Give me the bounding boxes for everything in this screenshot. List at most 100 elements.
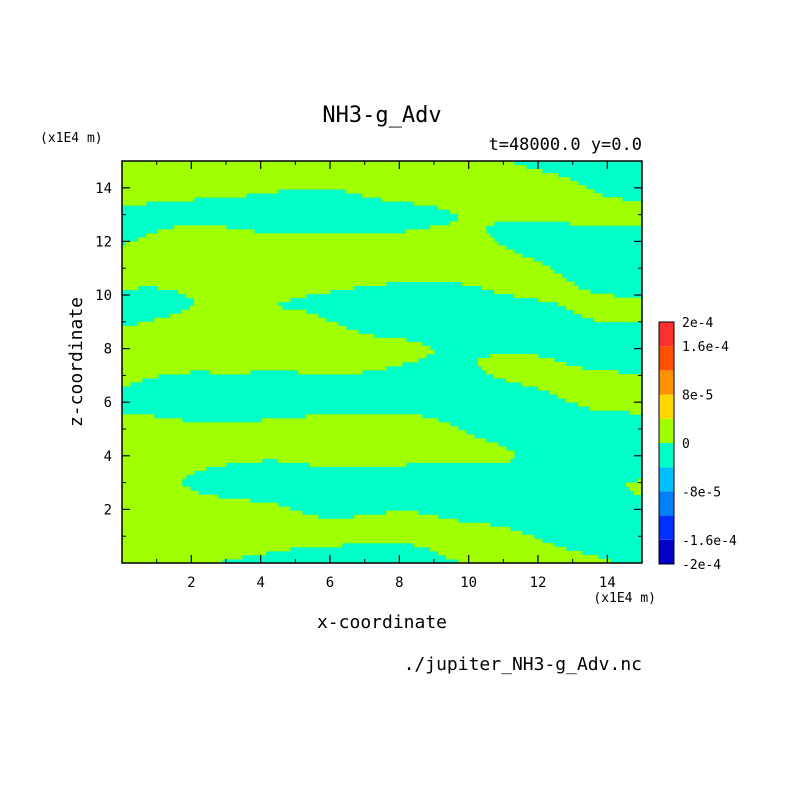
field-cell (122, 430, 467, 435)
field-cell (170, 313, 319, 319)
field-cell (538, 297, 643, 303)
colorbar (658, 321, 675, 565)
field-cell (450, 221, 495, 226)
field-cell (566, 398, 643, 403)
colorbar-segment (659, 394, 674, 419)
field-cell (298, 370, 363, 375)
field-cell (594, 317, 643, 323)
field-cell (514, 293, 615, 299)
field-cell (122, 458, 263, 463)
field-cell (158, 229, 255, 234)
field-cell (138, 237, 495, 242)
field-cell (478, 357, 555, 363)
field-cell (122, 558, 223, 564)
field-cell (574, 309, 643, 315)
colorbar-label: 1.6e-4 (682, 340, 729, 355)
colorbar-segment (659, 370, 674, 395)
field-cell (122, 245, 507, 250)
field-cell (122, 201, 147, 206)
field-cell (122, 502, 279, 508)
field-cell (174, 225, 227, 230)
field-cell (122, 474, 187, 479)
field-cell (558, 301, 643, 307)
field-cell (122, 482, 183, 488)
field-cell (122, 173, 559, 178)
field-cell (446, 554, 599, 560)
field-cell (122, 349, 435, 355)
field-cell (486, 370, 619, 375)
field-cell (638, 478, 643, 483)
field-cell (122, 530, 523, 536)
field-cell (386, 510, 419, 516)
field-cell (146, 233, 491, 238)
field-cell (122, 333, 375, 339)
field-cell (122, 506, 291, 512)
field-cell (582, 313, 643, 319)
field-cell (122, 414, 155, 419)
colorbar-segment (659, 346, 674, 371)
field-cell (122, 329, 359, 335)
field-cell (494, 374, 643, 379)
field-cell (122, 470, 195, 475)
x-tick-label: 2 (187, 575, 195, 591)
x-tick-label: 14 (599, 575, 616, 591)
field-cell (122, 357, 419, 363)
chart-subtitle: t=48000.0 y=0.0 (488, 135, 642, 155)
field-cell (346, 189, 595, 194)
field-cell (122, 177, 571, 182)
field-cell (122, 546, 291, 552)
x-tick-label: 6 (326, 575, 334, 591)
field-cell (494, 289, 591, 295)
field-cell (122, 422, 451, 427)
field-cell (122, 538, 543, 544)
field-cell (154, 317, 327, 323)
field-cell (626, 482, 643, 488)
field-cell (570, 221, 643, 226)
field-cell (178, 289, 331, 295)
field-cell (306, 414, 423, 419)
field-cell (122, 526, 511, 532)
field-cell (490, 353, 539, 359)
field-cell (482, 285, 579, 291)
x-tick-label: 4 (256, 575, 264, 591)
colorbar-segment (659, 322, 674, 347)
y-axis-label: z-coordinate (66, 297, 87, 427)
field-cell (430, 546, 567, 552)
field-cell (210, 370, 251, 375)
field-cell (122, 253, 523, 258)
field-cell (122, 438, 487, 443)
colorbar-segment (659, 443, 674, 468)
field-cell (194, 297, 291, 303)
field-cell (122, 478, 183, 483)
field-cell (590, 406, 643, 411)
field-cell (122, 374, 159, 379)
field-cell (122, 510, 303, 516)
field-cell (122, 498, 251, 504)
field-cell (458, 217, 643, 222)
field-cell (122, 462, 227, 467)
y-tick-label: 10 (95, 288, 112, 304)
field-cell (414, 542, 555, 548)
field-cell (126, 241, 499, 246)
y-tick-label: 14 (95, 181, 112, 197)
field-cell (630, 486, 643, 492)
field-cell (122, 161, 515, 166)
field-cell (278, 458, 511, 463)
field-cell (122, 466, 207, 471)
field-cell (122, 281, 387, 287)
field-cell (122, 534, 535, 540)
field-cell (122, 370, 191, 375)
field-cell (354, 514, 439, 520)
colorbar-segment (659, 491, 674, 516)
field-cell (194, 301, 279, 307)
field-cell (438, 550, 583, 556)
field-cell (122, 197, 195, 202)
field-cell (122, 382, 131, 387)
field-cell (438, 205, 643, 210)
field-cell (122, 454, 515, 459)
field-cell (122, 442, 499, 447)
y-tick-label: 12 (95, 234, 112, 250)
field-cell (122, 325, 347, 331)
field-cell (122, 550, 267, 556)
field-cell (566, 305, 643, 311)
